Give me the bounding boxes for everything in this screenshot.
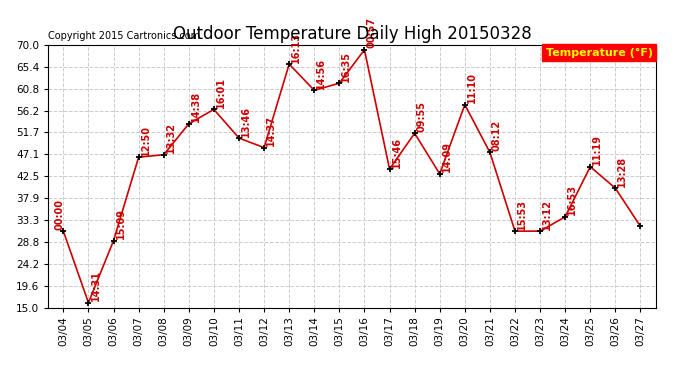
Text: 16:13: 16:13 — [291, 32, 301, 63]
Text: 15:09: 15:09 — [115, 208, 126, 239]
Text: Temperature (°F): Temperature (°F) — [546, 48, 653, 58]
Text: 11:19: 11:19 — [592, 134, 602, 165]
Text: 14:31: 14:31 — [90, 270, 101, 301]
Text: 11:10: 11:10 — [467, 72, 477, 103]
Text: 13:12: 13:12 — [542, 199, 552, 230]
Title: Outdoor Temperature Daily High 20150328: Outdoor Temperature Daily High 20150328 — [172, 26, 531, 44]
Text: 16:01: 16:01 — [216, 77, 226, 108]
Text: Copyright 2015 Cartronics.com: Copyright 2015 Cartronics.com — [48, 31, 200, 41]
Text: 08:12: 08:12 — [492, 120, 502, 151]
Text: 16:53: 16:53 — [567, 184, 577, 215]
Text: 15:53: 15:53 — [517, 199, 527, 230]
Text: 15:46: 15:46 — [391, 136, 402, 168]
Text: 13:28: 13:28 — [618, 156, 627, 187]
Text: 14:37: 14:37 — [266, 115, 276, 146]
Text: 16:35: 16:35 — [342, 51, 351, 82]
Text: 13:46: 13:46 — [241, 106, 251, 136]
Text: 14:56: 14:56 — [316, 58, 326, 89]
Text: 14:38: 14:38 — [191, 91, 201, 122]
Text: 09:55: 09:55 — [417, 101, 426, 132]
Text: 00:00: 00:00 — [55, 199, 65, 230]
Text: 00:57: 00:57 — [366, 17, 377, 48]
Text: 13:32: 13:32 — [166, 122, 176, 153]
Text: 14:09: 14:09 — [442, 141, 452, 172]
Text: 12:50: 12:50 — [141, 125, 150, 156]
